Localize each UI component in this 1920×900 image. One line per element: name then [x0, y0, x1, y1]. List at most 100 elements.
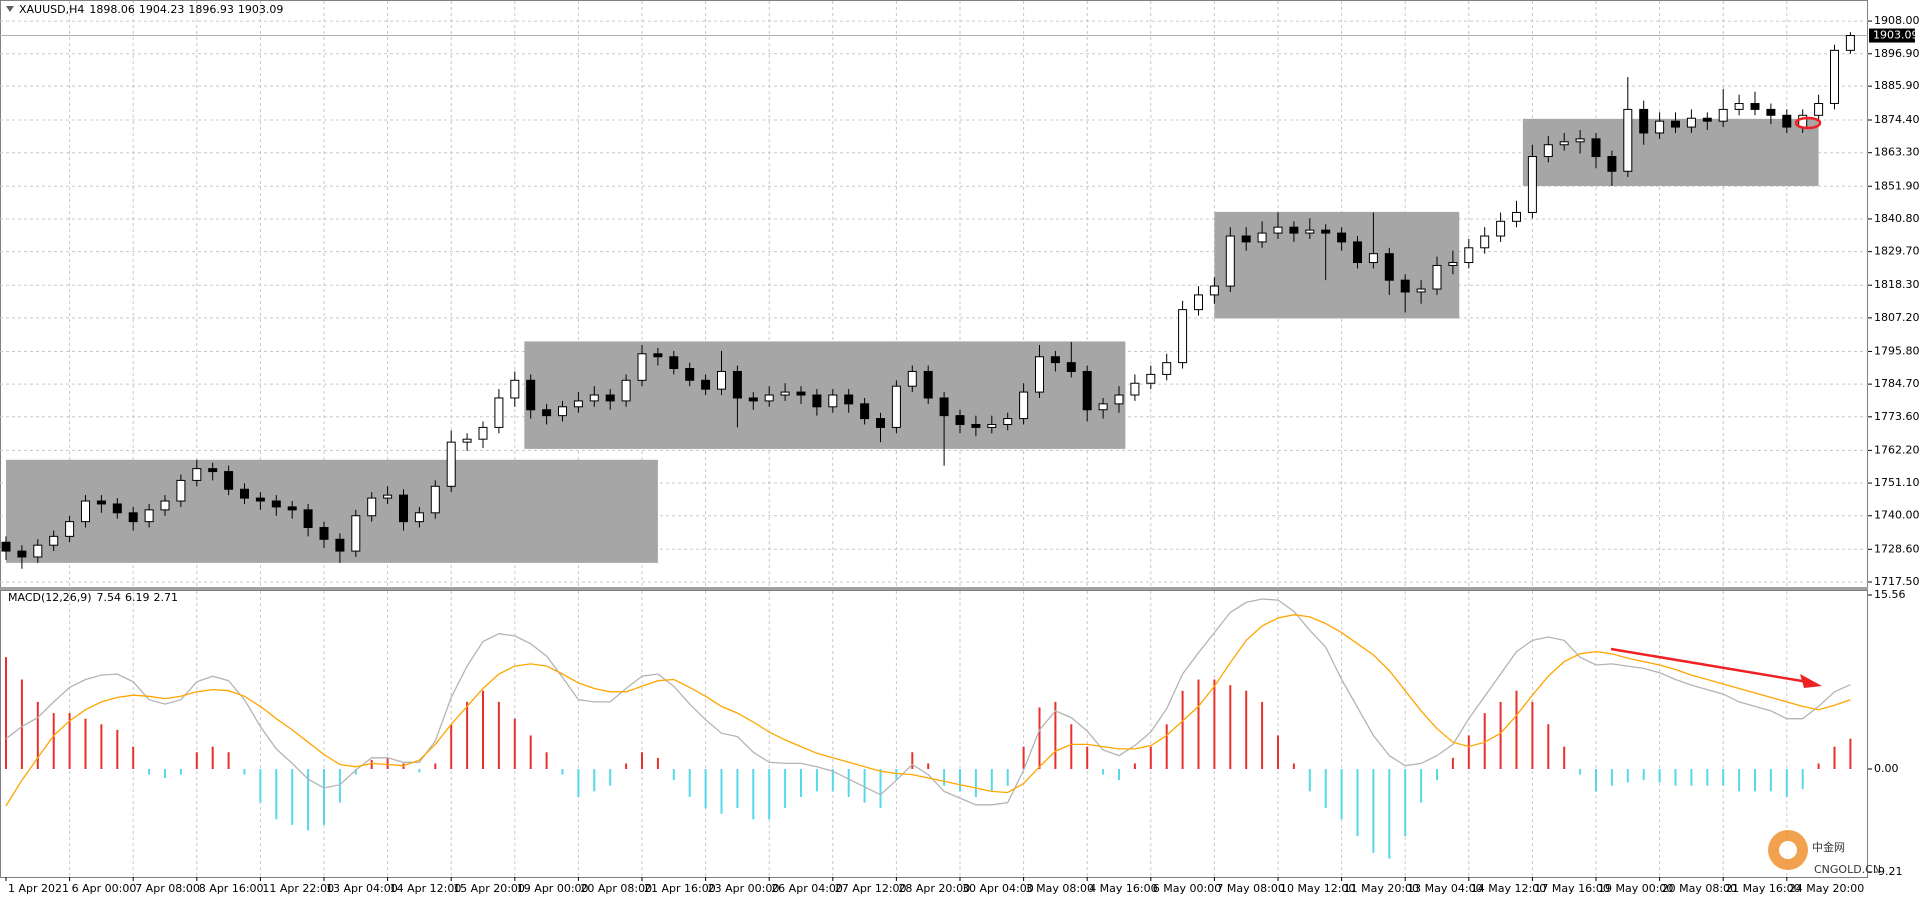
y-tick-label: 1829.70	[1874, 245, 1920, 258]
candle-body	[65, 521, 75, 537]
x-tick-label: 6 May 00:00	[1153, 882, 1221, 895]
y-tick-label: -9.21	[1874, 865, 1902, 878]
y-tick-label: 1728.60	[1874, 542, 1920, 555]
watermark-text: 中金网	[1812, 840, 1845, 854]
background-layer	[0, 1, 1868, 877]
x-tick-label: 4 May 16:00	[1089, 882, 1157, 895]
candle-body	[1305, 229, 1315, 234]
candle-body	[160, 500, 170, 511]
candle-body	[1035, 356, 1044, 393]
x-tick-label: 19 May 00:00	[1598, 882, 1673, 895]
candle-body	[240, 488, 249, 499]
x-tick-label: 13 Apr 04:00	[326, 882, 398, 895]
candle-body	[287, 506, 297, 511]
candle-body	[351, 515, 361, 552]
annotation-arrowhead	[1800, 674, 1822, 688]
y-tick-label: 1740.00	[1874, 509, 1920, 522]
candle-body	[1178, 309, 1188, 364]
x-tick-label: 23 Apr 00:00	[708, 882, 780, 895]
candle-body	[446, 441, 456, 487]
y-tick-label: 1818.30	[1874, 278, 1920, 291]
candle-body	[192, 468, 202, 481]
y-tick-label: 15.56	[1874, 588, 1906, 601]
candle-body	[1416, 288, 1426, 293]
candle-body	[844, 394, 854, 405]
ohlc-low: 1896.93	[188, 3, 234, 16]
ohlc-close: 1903.09	[238, 3, 284, 16]
candle-body	[271, 500, 281, 508]
candle-body	[1734, 103, 1744, 110]
candle-body	[1559, 141, 1569, 146]
candle-body	[717, 370, 726, 390]
candle-body	[1400, 279, 1410, 293]
candle-body	[1384, 253, 1394, 281]
candle-body	[860, 403, 870, 420]
candle-body	[621, 379, 631, 402]
candle-body	[176, 479, 186, 502]
candle-body	[589, 394, 599, 402]
candle-body	[112, 503, 122, 514]
candle-body	[1273, 226, 1283, 234]
candle-body	[494, 397, 504, 428]
symbol: XAUUSD,H4	[19, 3, 84, 16]
x-tick-label: 6 Apr 00:00	[72, 882, 137, 895]
candle-body	[1082, 370, 1092, 411]
x-tick-label: 20 May 08:00	[1662, 882, 1737, 895]
candle-body	[605, 394, 615, 402]
collapse-icon[interactable]	[6, 6, 14, 12]
candle-body	[1337, 232, 1347, 243]
candle-body	[1671, 120, 1680, 128]
candle-body	[573, 400, 583, 408]
last-price-label: 1903.09	[1873, 29, 1919, 42]
x-tick-label: 26 Apr 04:00	[771, 882, 843, 895]
x-tick-label: 27 Apr 12:00	[835, 882, 907, 895]
macd-value: 7.54	[97, 591, 122, 604]
candle-body	[1114, 394, 1124, 405]
candle-body	[33, 544, 43, 558]
candle-body	[1496, 220, 1506, 237]
candle-body	[971, 423, 981, 428]
candle-body	[128, 512, 138, 523]
watermark: 中金网 CNGOLD.CN	[1768, 830, 1881, 876]
candle-body	[1591, 138, 1601, 158]
candle-body	[1814, 103, 1824, 116]
candle-body	[1718, 108, 1728, 122]
candle-body	[637, 353, 647, 381]
candle-body	[1, 541, 11, 552]
candle-body	[1241, 235, 1251, 243]
candle-body	[1845, 35, 1855, 51]
candle-body	[1209, 285, 1219, 296]
x-tick-label: 1 Apr 2021	[8, 882, 69, 895]
y-tick-label: 1784.70	[1874, 377, 1920, 390]
y-tick-label: 1908.00	[1874, 14, 1920, 27]
x-tick-label: 21 May 16:00	[1725, 882, 1800, 895]
candle-body	[1702, 117, 1712, 122]
x-tick-label: 8 Apr 16:00	[199, 882, 264, 895]
candle-body	[81, 500, 90, 523]
candle-body	[303, 509, 313, 529]
x-tick-label: 3 May 08:00	[1026, 882, 1094, 895]
candle-body	[1480, 235, 1490, 249]
candle-body	[1003, 418, 1013, 425]
panel-separator	[0, 587, 1868, 590]
candle-body	[1527, 156, 1537, 213]
candle-body	[955, 415, 965, 425]
x-tick-label: 24 May 20:00	[1789, 882, 1864, 895]
indicator-name: MACD(12,26,9)	[8, 591, 92, 604]
x-tick-label: 11 Apr 22:00	[262, 882, 334, 895]
x-tick-label: 7 May 08:00	[1216, 882, 1284, 895]
candle-body	[208, 468, 218, 473]
zone	[1522, 118, 1819, 186]
candle-body	[812, 394, 822, 408]
price-title: XAUUSD,H4 1898.06 1904.23 1896.93 1903.09	[19, 3, 283, 16]
candle-body	[414, 512, 424, 523]
candle-body	[526, 379, 536, 411]
candle-body	[1575, 138, 1585, 143]
candle-body	[144, 509, 154, 523]
x-tick-label: 13 May 04:00	[1407, 882, 1482, 895]
candle-body	[1655, 120, 1665, 134]
candle-body	[383, 494, 393, 499]
candle-body	[1066, 362, 1076, 372]
zone	[1214, 211, 1460, 319]
zone	[6, 459, 658, 563]
